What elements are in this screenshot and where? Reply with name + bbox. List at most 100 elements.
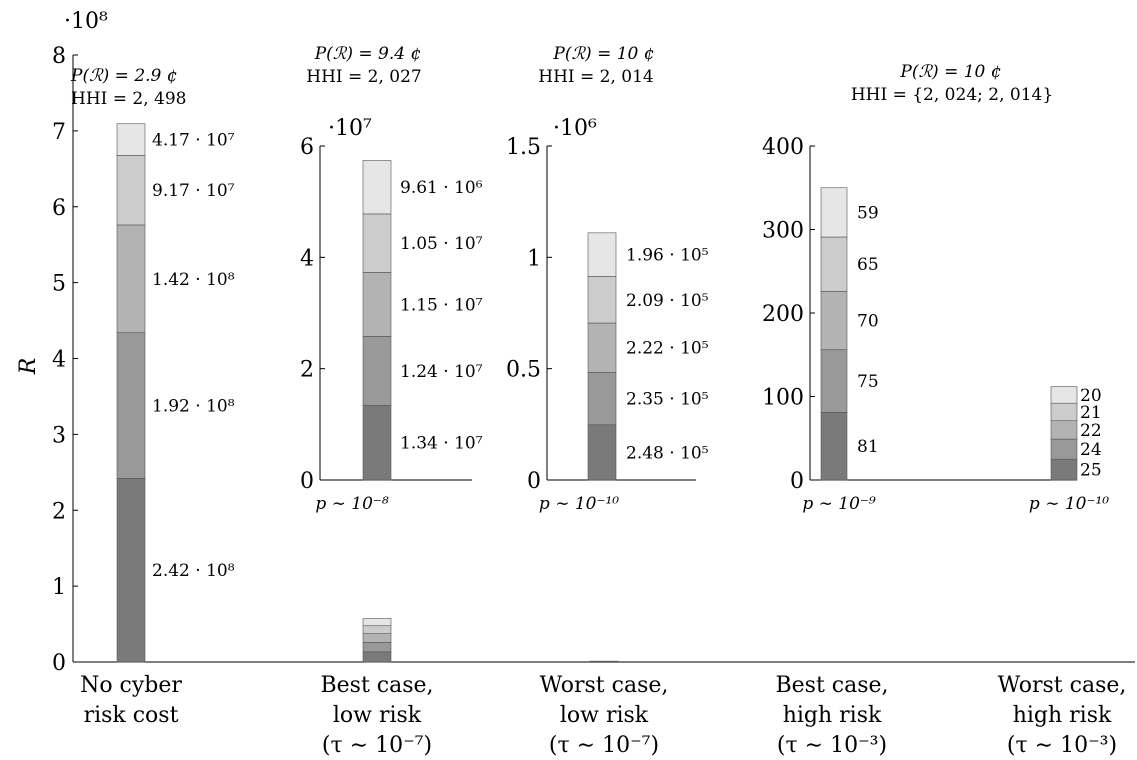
inset3-y-tick-label: 400 [762, 135, 804, 160]
inset1-bar-segment-5 [362, 160, 392, 215]
inset3-bar-1-segment-1 [820, 412, 848, 481]
main-bar-2-segment-1 [362, 651, 392, 663]
main-bar-2-segment-2 [362, 642, 392, 653]
inset3-segment-label: 22 [1080, 421, 1102, 441]
inset2-segment-label: 2.09 · 10⁵ [626, 291, 709, 311]
inset2-y-tick-label: 1.5 [506, 135, 541, 160]
inset1-annotation-price: P(ℛ) = 9.4 ¢ [314, 44, 422, 64]
inset1-y-tick-label: 4 [300, 246, 314, 271]
main-segment-label: 4.17 · 10⁷ [152, 131, 235, 151]
inset3-y-tick-label: 200 [762, 302, 804, 327]
inset3-bar-1-segment-4 [820, 236, 848, 292]
category-label: Worst case, [540, 673, 669, 698]
inset1-segment-label: 1.05 · 10⁷ [400, 234, 483, 254]
main-segment-label: 2.42 · 10⁸ [152, 561, 235, 581]
inset1-y-tick-label: 6 [300, 135, 314, 160]
inset3-bar-1-segment-3 [820, 290, 848, 351]
main-bar-1-segment-2 [116, 332, 146, 479]
category-label: (τ ∼ 10⁻⁷) [322, 733, 432, 758]
main-bar-3-segment-5 [589, 660, 619, 663]
main-y-tick-label: 8 [52, 44, 66, 69]
inset3-x-label: p ∼ 10⁻¹⁰ [1029, 494, 1109, 514]
main-y-tick-label: 3 [52, 423, 66, 448]
inset1-segment-label: 1.34 · 10⁷ [400, 434, 483, 454]
inset1-bar-segment-3 [362, 272, 392, 337]
main-bar-1-segment-4 [116, 155, 146, 226]
category-label: Worst case, [998, 673, 1127, 698]
inset3-segment-label: 24 [1080, 440, 1102, 460]
inset3-bar-2-segment-5 [1050, 386, 1078, 404]
inset1-x-label: p ∼ 10⁻⁸ [315, 494, 389, 514]
main-y-tick-label: 4 [52, 348, 66, 373]
inset2-y-tick-label: 0.5 [506, 358, 541, 383]
main-bar-1-segment-5 [116, 123, 146, 156]
inset2-y-tick-label: 1 [527, 246, 541, 271]
inset3-bar-1-segment-5 [820, 187, 848, 238]
inset2-bar-segment-4 [587, 276, 617, 324]
inset1-bar-segment-2 [362, 336, 392, 406]
inset3-bar-2-segment-3 [1050, 420, 1078, 440]
inset1-scale-label: ·10⁷ [328, 116, 372, 141]
inset2-segment-label: 2.48 · 10⁵ [626, 443, 709, 463]
category-label: (τ ∼ 10⁻³) [1007, 733, 1117, 758]
inset2-segment-label: 1.96 · 10⁵ [626, 246, 709, 266]
category-label: Best case, [775, 673, 888, 698]
category-label: high risk [1013, 703, 1112, 728]
inset1-y-tick-label: 2 [300, 358, 314, 383]
inset1-segment-label: 1.24 · 10⁷ [400, 362, 483, 382]
inset3-bar-2-segment-2 [1050, 438, 1078, 460]
inset2-x-label: p ∼ 10⁻¹⁰ [539, 494, 619, 514]
inset3-segment-label: 25 [1080, 461, 1102, 481]
category-label: risk cost [84, 703, 179, 728]
inset2-annotation-price: P(ℛ) = 10 ¢ [552, 44, 654, 64]
main-y-tick-label: 6 [52, 196, 66, 221]
inset3-y-tick-label: 300 [762, 219, 804, 244]
main-bar-2-segment-4 [362, 625, 392, 634]
main-annotation-hhi: HHI = 2, 498 [71, 89, 187, 109]
inset2-annotation-hhi: HHI = 2, 014 [538, 67, 654, 87]
inset3-segment-label: 81 [857, 437, 879, 457]
inset3-segment-label: 75 [857, 372, 879, 392]
inset1-segment-label: 1.15 · 10⁷ [400, 295, 483, 315]
inset2-y-tick-label: 0 [527, 469, 541, 494]
inset2-scale-label: ·10⁶ [553, 116, 597, 141]
inset2-segment-label: 2.35 · 10⁵ [626, 390, 709, 410]
inset3-bar-2-segment-4 [1050, 402, 1078, 422]
main-y-tick-label: 5 [52, 272, 66, 297]
inset1-segment-label: 9.61 · 10⁶ [400, 178, 483, 198]
main-bar-2-segment-5 [362, 618, 392, 627]
main-segment-label: 1.92 · 10⁸ [152, 397, 235, 417]
inset3-annotation-hhi: HHI = {2, 024; 2, 014} [851, 85, 1053, 105]
main-y-tick-label: 7 [52, 120, 66, 145]
inset2-bar-segment-1 [587, 424, 617, 481]
inset3-x-label: p ∼ 10⁻⁹ [802, 494, 876, 514]
inset3-bar-1-segment-2 [820, 349, 848, 413]
main-y-axis-label: R [16, 358, 41, 376]
main-bar-1-segment-1 [116, 478, 146, 663]
inset1-bar-segment-1 [362, 405, 392, 481]
inset3-annotation-price: P(ℛ) = 10 ¢ [899, 62, 1001, 82]
inset3-y-tick-label: 0 [790, 469, 804, 494]
inset3-segment-label: 59 [857, 203, 879, 223]
category-label: (τ ∼ 10⁻³) [777, 733, 887, 758]
main-segment-label: 9.17 · 10⁷ [152, 181, 235, 201]
inset3-segment-label: 65 [857, 255, 879, 275]
main-scale-label: ·10⁸ [64, 9, 108, 34]
main-bar-2-segment-3 [362, 633, 392, 643]
inset2-bar-segment-3 [587, 322, 617, 373]
inset2-bar-segment-2 [587, 372, 617, 426]
category-label: (τ ∼ 10⁻⁷) [549, 733, 659, 758]
inset3-segment-label: 20 [1080, 386, 1102, 406]
inset3-segment-label: 70 [857, 312, 879, 332]
main-segment-label: 1.42 · 10⁸ [152, 270, 235, 290]
inset2-segment-label: 2.22 · 10⁵ [626, 339, 709, 359]
main-y-tick-label: 2 [52, 499, 66, 524]
category-label: Best case, [320, 673, 433, 698]
inset1-annotation-hhi: HHI = 2, 027 [306, 67, 422, 87]
main-annotation-price: P(ℛ) = 2.9 ¢ [70, 66, 178, 86]
main-y-tick-label: 1 [52, 575, 66, 600]
inset3-segment-label: 21 [1080, 403, 1102, 423]
inset1-bar-segment-4 [362, 213, 392, 273]
category-label: high risk [783, 703, 882, 728]
